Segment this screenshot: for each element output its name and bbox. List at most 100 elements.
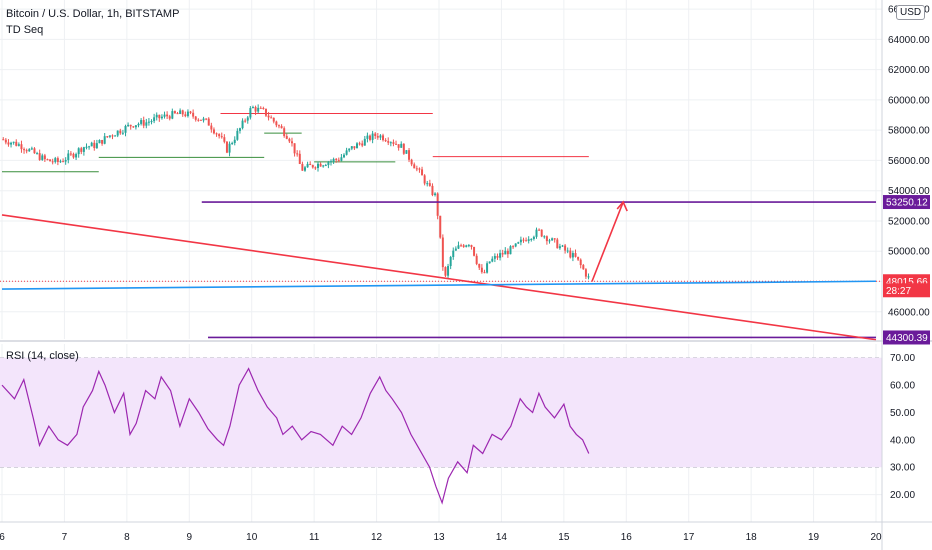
price-label-text: 44300.39: [886, 333, 928, 344]
candle-body: [499, 253, 502, 258]
candle-body: [153, 117, 156, 122]
candle-body: [46, 159, 49, 161]
candle-body: [324, 165, 327, 167]
y-tick-label: 52000.00: [888, 216, 930, 227]
y-tick-label: 58000.00: [888, 126, 930, 137]
candle-body: [558, 246, 561, 249]
candle-body: [566, 250, 569, 252]
candle-body: [480, 267, 483, 273]
candle-body: [538, 229, 541, 231]
candle-body: [155, 114, 158, 118]
candle-body: [194, 116, 197, 120]
candle-body: [72, 153, 75, 158]
candle-body: [470, 245, 473, 247]
candle-body: [75, 154, 78, 158]
candle-body: [444, 267, 447, 276]
candle-body: [28, 149, 31, 152]
candle-body: [332, 158, 335, 162]
candle-body: [392, 142, 395, 144]
candle-body: [88, 146, 91, 148]
candle-body: [246, 117, 249, 121]
x-tick-label: 6: [0, 532, 5, 543]
candle-body: [361, 143, 364, 146]
candle-body: [571, 253, 574, 258]
candle-body: [462, 245, 465, 247]
candle-body: [389, 142, 392, 144]
candle-body: [405, 150, 408, 154]
candle-body: [111, 135, 114, 137]
candle-body: [207, 118, 210, 126]
rsi-tick-label: 50.00: [890, 408, 915, 419]
candle-body: [10, 142, 13, 145]
candle-body: [418, 168, 421, 170]
candle-body: [441, 237, 444, 268]
candle-body: [285, 136, 288, 139]
candle-body: [93, 142, 96, 149]
candle-body: [509, 246, 512, 255]
candle-body: [106, 136, 109, 138]
candle-body: [218, 134, 221, 137]
candle-body: [90, 142, 93, 147]
candle-body: [132, 126, 135, 128]
candle-body: [387, 141, 390, 143]
x-tick-label: 20: [870, 532, 882, 543]
candle-body: [564, 245, 567, 251]
rsi-tick-label: 60.00: [890, 381, 915, 392]
candle-body: [577, 256, 580, 260]
candle-body: [176, 113, 179, 115]
x-tick-label: 12: [371, 532, 383, 543]
candle-body: [447, 266, 450, 276]
rsi-plot[interactable]: [0, 357, 882, 505]
rsi-tick-label: 70.00: [890, 353, 915, 364]
candle-body: [475, 255, 478, 264]
candle-body: [540, 229, 543, 237]
candle-body: [36, 153, 39, 155]
candle-body: [329, 161, 332, 163]
candle-body: [439, 215, 442, 238]
candle-body: [85, 146, 88, 148]
candle-body: [397, 144, 400, 148]
candle-body: [67, 153, 70, 161]
candle-body: [431, 185, 434, 196]
candle-body: [488, 261, 491, 264]
candle-body: [467, 245, 470, 247]
candle-body: [199, 119, 202, 121]
candle-body: [309, 163, 312, 166]
candle-body: [319, 163, 322, 167]
candle-body: [15, 141, 18, 146]
candle-body: [306, 163, 309, 168]
x-tick-label: 16: [621, 532, 633, 543]
candle-body: [298, 153, 301, 164]
currency-button[interactable]: USD: [896, 5, 926, 20]
candle-body: [210, 125, 213, 130]
candle-body: [145, 122, 148, 126]
x-tick-label: 10: [246, 532, 258, 543]
candle-body: [215, 133, 218, 135]
candle-body: [43, 155, 46, 160]
price-plot[interactable]: [0, 104, 882, 341]
candle-body: [186, 111, 189, 117]
candle-body: [532, 236, 535, 239]
candle-body: [454, 248, 457, 251]
candle-body: [413, 164, 416, 169]
candle-body: [101, 139, 104, 144]
price-label-text: 48015.66: [886, 277, 928, 288]
candle-body: [335, 158, 338, 160]
candle-body: [270, 117, 273, 119]
candle-body: [134, 125, 137, 128]
candle-body: [80, 148, 83, 152]
candle-body: [382, 135, 385, 141]
candle-body: [38, 153, 41, 160]
trend-blue-line: [1, 280, 877, 290]
candle-body: [283, 128, 286, 137]
candle-body: [49, 159, 52, 162]
candle-body: [166, 114, 169, 117]
candle-body: [345, 150, 348, 155]
candle-body: [236, 130, 239, 140]
candle-body: [314, 167, 317, 169]
candle-body: [223, 137, 226, 142]
candle-body: [23, 149, 26, 151]
candle-body: [543, 236, 546, 238]
candle-body: [82, 147, 85, 152]
